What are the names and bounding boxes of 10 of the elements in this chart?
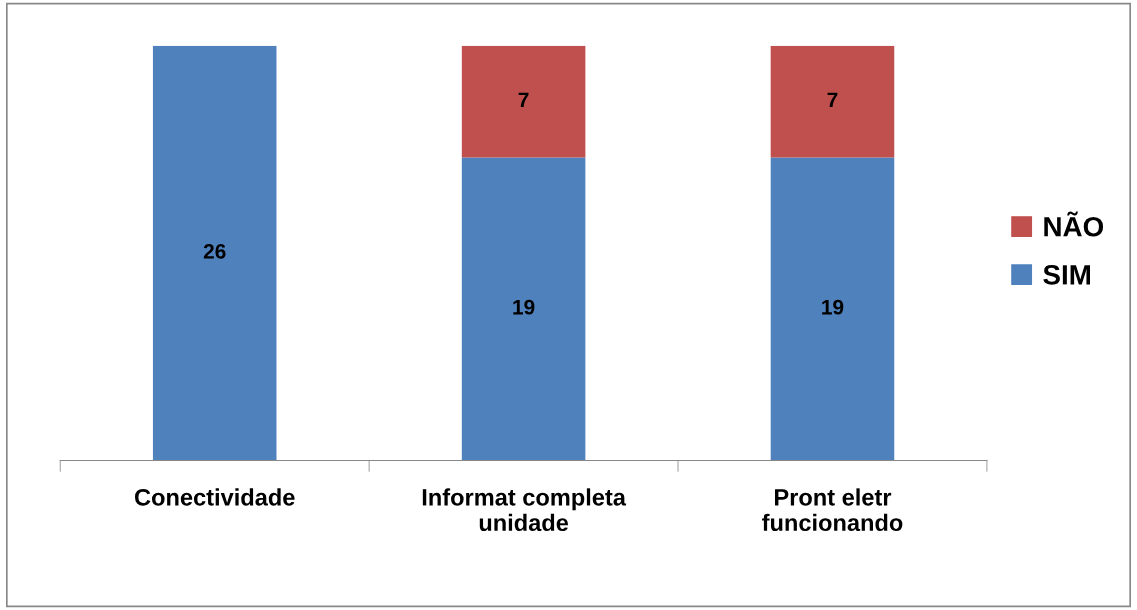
data-label: 26	[203, 243, 226, 259]
data-label: 19	[513, 299, 535, 315]
data-label: 7	[518, 92, 529, 107]
x-tick-label: Informat completa unidade	[422, 488, 627, 532]
x-tick-label: Conectividade	[134, 488, 295, 506]
data-label: 19	[822, 299, 844, 315]
data-label: 7	[827, 92, 838, 107]
legend-label: NÃO	[1044, 211, 1104, 237]
legend-label: SIM	[1043, 264, 1090, 285]
x-tick-label: Pront eletr funcionando	[762, 488, 903, 532]
